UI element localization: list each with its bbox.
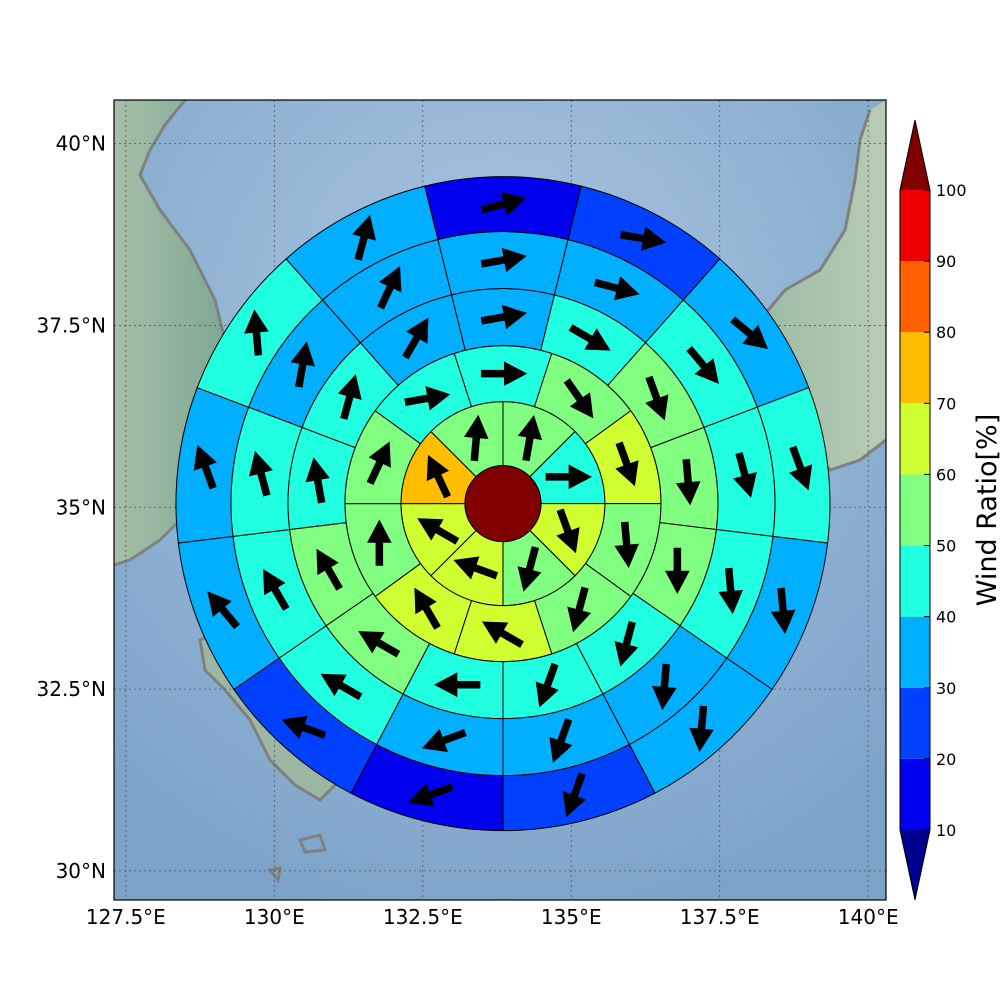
wind-arrow xyxy=(686,346,719,384)
wind-arrow xyxy=(562,772,586,818)
wind-arrow xyxy=(320,673,363,701)
colorbar-tick-label: 70 xyxy=(936,394,956,413)
x-tick-label: 127.5°E xyxy=(86,905,166,929)
colorbar-title: Wind Ratio[%] xyxy=(972,414,1000,606)
wind-arrow xyxy=(652,663,677,711)
wind-arrow xyxy=(453,556,499,580)
x-tick-label: 135°E xyxy=(541,905,602,929)
colorbar-bin xyxy=(900,758,930,830)
wind-arrow xyxy=(567,586,592,633)
wind-arrow xyxy=(434,672,481,698)
colorbar-tick-label: 20 xyxy=(936,750,956,769)
colorbar-tick-label: 10 xyxy=(936,821,956,840)
wind-direction-arrows xyxy=(193,191,813,818)
wind-arrow xyxy=(535,662,559,708)
colorbar-tick-label: 60 xyxy=(936,465,956,484)
colorbar-tick-label: 30 xyxy=(936,679,956,698)
wind-arrow xyxy=(770,587,796,635)
latitude-tick-labels: 30°N 32.5°N 35°N 37.5°N 40°N xyxy=(37,132,107,883)
wind-arrow xyxy=(593,276,640,301)
wind-arrow xyxy=(563,378,594,419)
colorbar-bin xyxy=(900,687,930,759)
wind-arrow xyxy=(545,464,592,490)
colorbar: 10 20 30 40 50 60 70 80 90 100 xyxy=(899,119,967,901)
colorbar-bin xyxy=(900,545,930,617)
wind-arrow xyxy=(645,375,669,421)
colorbar-tick-label: 90 xyxy=(936,252,956,271)
wind-arrow xyxy=(730,316,769,350)
wind-arrow xyxy=(414,587,441,630)
wind-arrow xyxy=(244,309,269,356)
wind-arrow xyxy=(665,547,690,595)
wind-arrow xyxy=(421,728,467,752)
x-tick-label: 132.5°E xyxy=(383,905,463,929)
x-tick-label: 140°E xyxy=(838,905,899,929)
colorbar-tick-label: 80 xyxy=(936,323,956,342)
wind-arrow xyxy=(404,386,451,411)
y-tick-label: 30°N xyxy=(56,859,106,883)
x-tick-label: 137.5°E xyxy=(680,905,760,929)
wind-arrow xyxy=(556,508,580,554)
wind-arrow xyxy=(568,324,611,351)
wind-arrow xyxy=(718,567,744,615)
wind-arrow xyxy=(402,317,429,360)
x-tick-label: 130°E xyxy=(244,905,305,929)
colorbar-under-triangle xyxy=(900,830,930,900)
y-tick-label: 40°N xyxy=(56,132,106,156)
longitude-tick-labels: 127.5°E 130°E 132.5°E 135°E 137.5°E 140°E xyxy=(86,905,899,929)
wind-arrow xyxy=(249,450,273,497)
wind-arrow xyxy=(480,191,527,216)
colorbar-bin xyxy=(900,332,930,404)
wind-arrow xyxy=(689,705,714,752)
colorbar-bin xyxy=(900,616,930,688)
wind-arrow xyxy=(426,454,451,499)
wind-arrow xyxy=(316,548,343,591)
wind-arrow xyxy=(207,591,240,630)
wind-arrow xyxy=(281,715,327,740)
y-tick-label: 32.5°N xyxy=(37,677,107,701)
colorbar-tick-label: 100 xyxy=(936,181,967,200)
wind-arrow xyxy=(290,341,315,388)
colorbar-bin xyxy=(900,190,930,262)
wind-arrow xyxy=(480,304,527,330)
wind-arrow xyxy=(366,441,391,485)
wind-arrow xyxy=(367,519,392,566)
wind-arrow xyxy=(337,374,362,420)
colorbar-bin xyxy=(900,474,930,546)
colorbar-bin xyxy=(900,403,930,475)
wind-arrow xyxy=(263,568,290,611)
y-tick-label: 37.5°N xyxy=(37,313,107,337)
wind-arrow xyxy=(614,621,639,667)
wind-arrow xyxy=(614,521,639,568)
wind-arrow xyxy=(193,444,217,490)
wind-arrow xyxy=(417,518,460,545)
colorbar-tick-label: 40 xyxy=(936,608,956,627)
wind-arrow xyxy=(675,458,701,506)
wind-sector xyxy=(424,176,582,241)
wind-arrow xyxy=(408,783,454,807)
wind-arrow xyxy=(619,226,667,251)
wind-sector-rings xyxy=(175,176,831,832)
wind-arrow xyxy=(377,266,402,310)
colorbar-tick-label: 50 xyxy=(936,537,956,556)
colorbar-bin xyxy=(900,261,930,333)
wind-arrow xyxy=(789,445,813,491)
y-tick-label: 35°N xyxy=(56,495,106,519)
wind-arrow xyxy=(549,718,573,763)
wind-arrow xyxy=(615,441,639,487)
wind-arrow xyxy=(480,361,528,386)
wind-arrow xyxy=(733,452,757,498)
wind-arrow xyxy=(517,546,542,592)
wind-arrow xyxy=(358,631,401,658)
wind-arrow xyxy=(463,414,489,462)
wind-arrow xyxy=(481,621,524,648)
wind-arrow xyxy=(480,247,527,273)
map-frame xyxy=(113,99,887,901)
colorbar-over-triangle xyxy=(900,120,930,190)
wind-arrow xyxy=(352,214,376,261)
wind-arrow xyxy=(305,457,330,504)
center-disc xyxy=(464,465,542,543)
wind-arrow xyxy=(517,415,543,462)
